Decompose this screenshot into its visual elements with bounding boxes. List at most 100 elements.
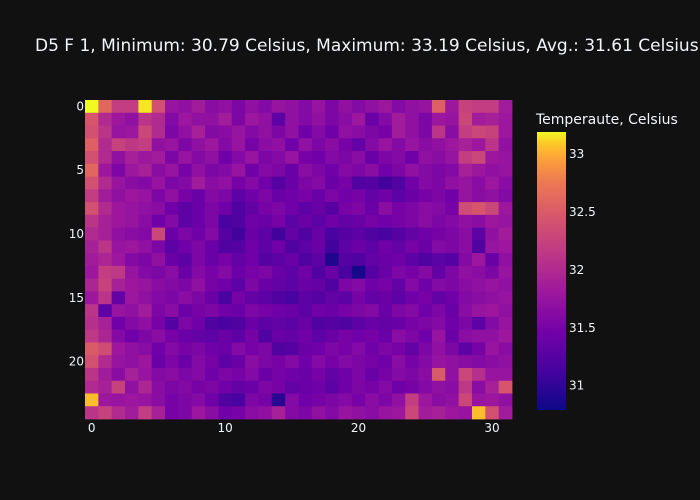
heatmap-cell: [458, 176, 473, 190]
heatmap-cell: [498, 355, 513, 369]
heatmap-cell: [151, 163, 166, 177]
heatmap-cell: [111, 316, 126, 331]
heatmap-cell: [85, 176, 99, 190]
heatmap-cell: [391, 380, 406, 394]
y-tick-label: 5: [76, 163, 84, 177]
heatmap-cell: [418, 304, 433, 318]
heatmap-cell: [431, 278, 446, 292]
heatmap-cell: [165, 278, 179, 292]
heatmap-cell: [205, 355, 219, 369]
heatmap-cell: [151, 151, 166, 165]
heatmap-cell: [418, 342, 433, 356]
heatmap-cell: [405, 316, 419, 331]
heatmap-cell: [218, 291, 233, 305]
heatmap-cell: [151, 367, 166, 382]
heatmap-cell: [85, 151, 99, 165]
heatmap-cell: [431, 393, 446, 407]
heatmap-cell: [418, 355, 433, 369]
heatmap-cell: [285, 100, 299, 114]
heatmap-cell: [258, 367, 273, 382]
heatmap-cell: [85, 214, 99, 228]
heatmap-cell: [151, 189, 166, 203]
heatmap-cell: [218, 176, 233, 190]
heatmap-cell: [258, 100, 273, 114]
heatmap-cell: [325, 202, 339, 216]
heatmap-cell: [418, 406, 433, 420]
heatmap-cell: [271, 112, 286, 126]
heatmap-cell: [178, 214, 193, 228]
heatmap-cell: [285, 189, 299, 203]
heatmap-cell: [285, 138, 299, 152]
heatmap-cell: [285, 291, 299, 305]
heatmap-cell: [111, 406, 126, 420]
heatmap-cell: [165, 253, 179, 267]
heatmap-cell: [445, 329, 460, 343]
heatmap-cell: [111, 355, 126, 369]
heatmap-cell: [325, 138, 339, 152]
heatmap-cell: [351, 316, 366, 331]
heatmap-cell: [325, 329, 339, 343]
heatmap-cell: [205, 112, 219, 126]
heatmap-cell: [111, 342, 126, 356]
heatmap-cell: [258, 163, 273, 177]
heatmap-cell: [205, 342, 219, 356]
heatmap-cell: [111, 253, 126, 267]
heatmap-cell: [245, 227, 259, 241]
heatmap-cell: [458, 380, 473, 394]
heatmap-cell: [165, 138, 179, 152]
x-tick-label: 10: [217, 421, 232, 435]
heatmap-cell: [391, 265, 406, 280]
heatmap-cell: [178, 112, 193, 126]
heatmap-cell: [365, 100, 379, 114]
heatmap-cell: [458, 214, 473, 228]
heatmap-cell: [391, 240, 406, 254]
heatmap-cell: [471, 304, 486, 318]
heatmap-cell: [351, 278, 366, 292]
heatmap-cell: [325, 393, 339, 407]
heatmap-cell: [178, 100, 193, 114]
heatmap-cell: [378, 393, 393, 407]
heatmap-cell: [85, 100, 99, 114]
heatmap-cell: [165, 202, 179, 216]
heatmap-cell: [298, 278, 313, 292]
heatmap-cell: [245, 316, 259, 331]
heatmap-cell: [458, 278, 473, 292]
heatmap-cell: [378, 240, 393, 254]
heatmap-cell: [365, 265, 379, 280]
heatmap-cell: [351, 342, 366, 356]
heatmap-cell: [125, 291, 139, 305]
heatmap-cell: [405, 406, 419, 420]
heatmap-cell: [125, 163, 139, 177]
heatmap-cell: [498, 138, 513, 152]
heatmap-cell: [471, 214, 486, 228]
heatmap-cell: [431, 189, 446, 203]
heatmap-cell: [191, 291, 206, 305]
heatmap-cell: [178, 342, 193, 356]
heatmap-cell: [431, 265, 446, 280]
heatmap-cell: [311, 278, 326, 292]
heatmap-cell: [298, 291, 313, 305]
heatmap-cell: [285, 253, 299, 267]
heatmap-cell: [165, 329, 179, 343]
heatmap-cell: [365, 355, 379, 369]
x-tick-label: 20: [351, 421, 366, 435]
heatmap-cell: [138, 214, 153, 228]
heatmap-cell: [298, 253, 313, 267]
heatmap-cell: [418, 100, 433, 114]
heatmap-cell: [271, 214, 286, 228]
heatmap-cell: [111, 393, 126, 407]
heatmap-cell: [218, 367, 233, 382]
heatmap-cell: [285, 367, 299, 382]
heatmap-cell: [271, 304, 286, 318]
heatmap-cell: [391, 202, 406, 216]
heatmap-cell: [218, 125, 233, 139]
heatmap-cell: [258, 112, 273, 126]
heatmap-cell: [285, 304, 299, 318]
heatmap-cell: [191, 380, 206, 394]
heatmap-cell: [125, 342, 139, 356]
heatmap-cell: [391, 253, 406, 267]
heatmap-cell: [405, 393, 419, 407]
y-tick-label: 15: [69, 291, 84, 305]
heatmap-cell: [498, 253, 513, 267]
heatmap-cell: [405, 138, 419, 152]
